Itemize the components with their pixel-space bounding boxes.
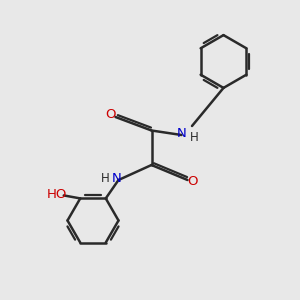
Text: H: H [190,131,199,144]
Text: O: O [188,175,198,188]
Text: H: H [100,172,109,185]
Text: N: N [112,172,122,185]
Text: HO: HO [47,188,67,201]
Text: O: O [105,108,115,122]
Text: N: N [177,127,187,140]
